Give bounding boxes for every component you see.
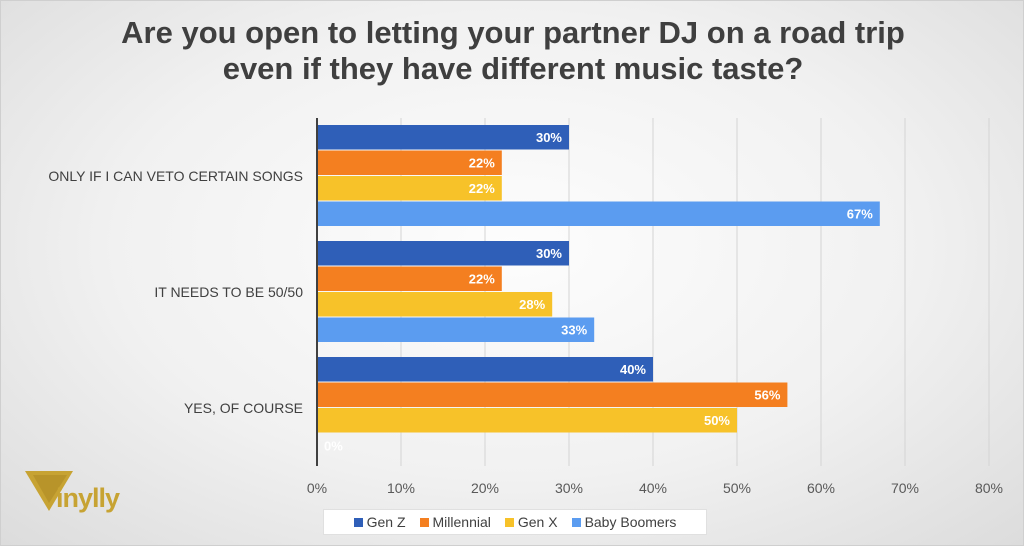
legend-swatch — [504, 517, 514, 527]
legend-label: Gen X — [517, 514, 558, 530]
legend-item: Gen X — [504, 514, 558, 530]
bar — [318, 125, 569, 150]
x-tick-label: 60% — [807, 480, 835, 496]
logo-text: inylly — [56, 483, 120, 513]
x-tick-label: 80% — [975, 480, 1003, 496]
data-label: 40% — [620, 362, 646, 377]
legend-swatch — [571, 517, 581, 527]
legend-item: Gen Z — [353, 514, 406, 530]
data-label: 0% — [324, 438, 343, 453]
x-tick-label: 10% — [387, 480, 415, 496]
x-tick-label: 20% — [471, 480, 499, 496]
chart-title-line-1: Are you open to letting your partner DJ … — [121, 15, 905, 50]
logo-v-icon — [25, 471, 73, 511]
data-label: 50% — [704, 413, 730, 428]
bar — [318, 292, 553, 317]
chart-title-line-2: even if they have different music taste? — [222, 51, 804, 86]
legend-item: Millennial — [419, 514, 491, 530]
legend: Gen Z Millennial Gen X Baby Boomers — [323, 509, 707, 535]
data-label: 67% — [847, 206, 873, 221]
bar — [318, 266, 502, 291]
bar — [318, 408, 737, 433]
category-label: ONLY IF I CAN VETO CERTAIN SONGS — [48, 168, 303, 184]
bar — [318, 150, 502, 175]
x-tick-label: 50% — [723, 480, 751, 496]
chart-title: Are you open to letting your partner DJ … — [1, 15, 1023, 87]
data-label: 30% — [536, 246, 562, 261]
bar — [318, 357, 653, 382]
data-label: 22% — [469, 155, 495, 170]
legend-swatch — [419, 517, 429, 527]
data-label: 22% — [469, 181, 495, 196]
category-label: IT NEEDS TO BE 50/50 — [154, 284, 303, 300]
x-tick-label: 40% — [639, 480, 667, 496]
bar — [318, 201, 880, 226]
bar — [318, 241, 569, 266]
bar — [318, 382, 788, 407]
bar — [318, 176, 502, 201]
data-label: 30% — [536, 130, 562, 145]
category-label: YES, OF COURSE — [184, 400, 303, 416]
legend-label: Millennial — [432, 514, 491, 530]
legend-label: Baby Boomers — [584, 514, 677, 530]
legend-item: Baby Boomers — [571, 514, 677, 530]
legend-swatch — [353, 517, 363, 527]
data-label: 33% — [561, 322, 587, 337]
bar — [318, 317, 595, 342]
data-label: 28% — [519, 297, 545, 312]
vinylly-logo: inylly — [23, 467, 143, 523]
x-tick-label: 30% — [555, 480, 583, 496]
x-tick-label: 0% — [307, 480, 327, 496]
legend-label: Gen Z — [366, 514, 406, 530]
data-label: 22% — [469, 271, 495, 286]
data-label: 56% — [754, 387, 780, 402]
x-tick-label: 70% — [891, 480, 919, 496]
